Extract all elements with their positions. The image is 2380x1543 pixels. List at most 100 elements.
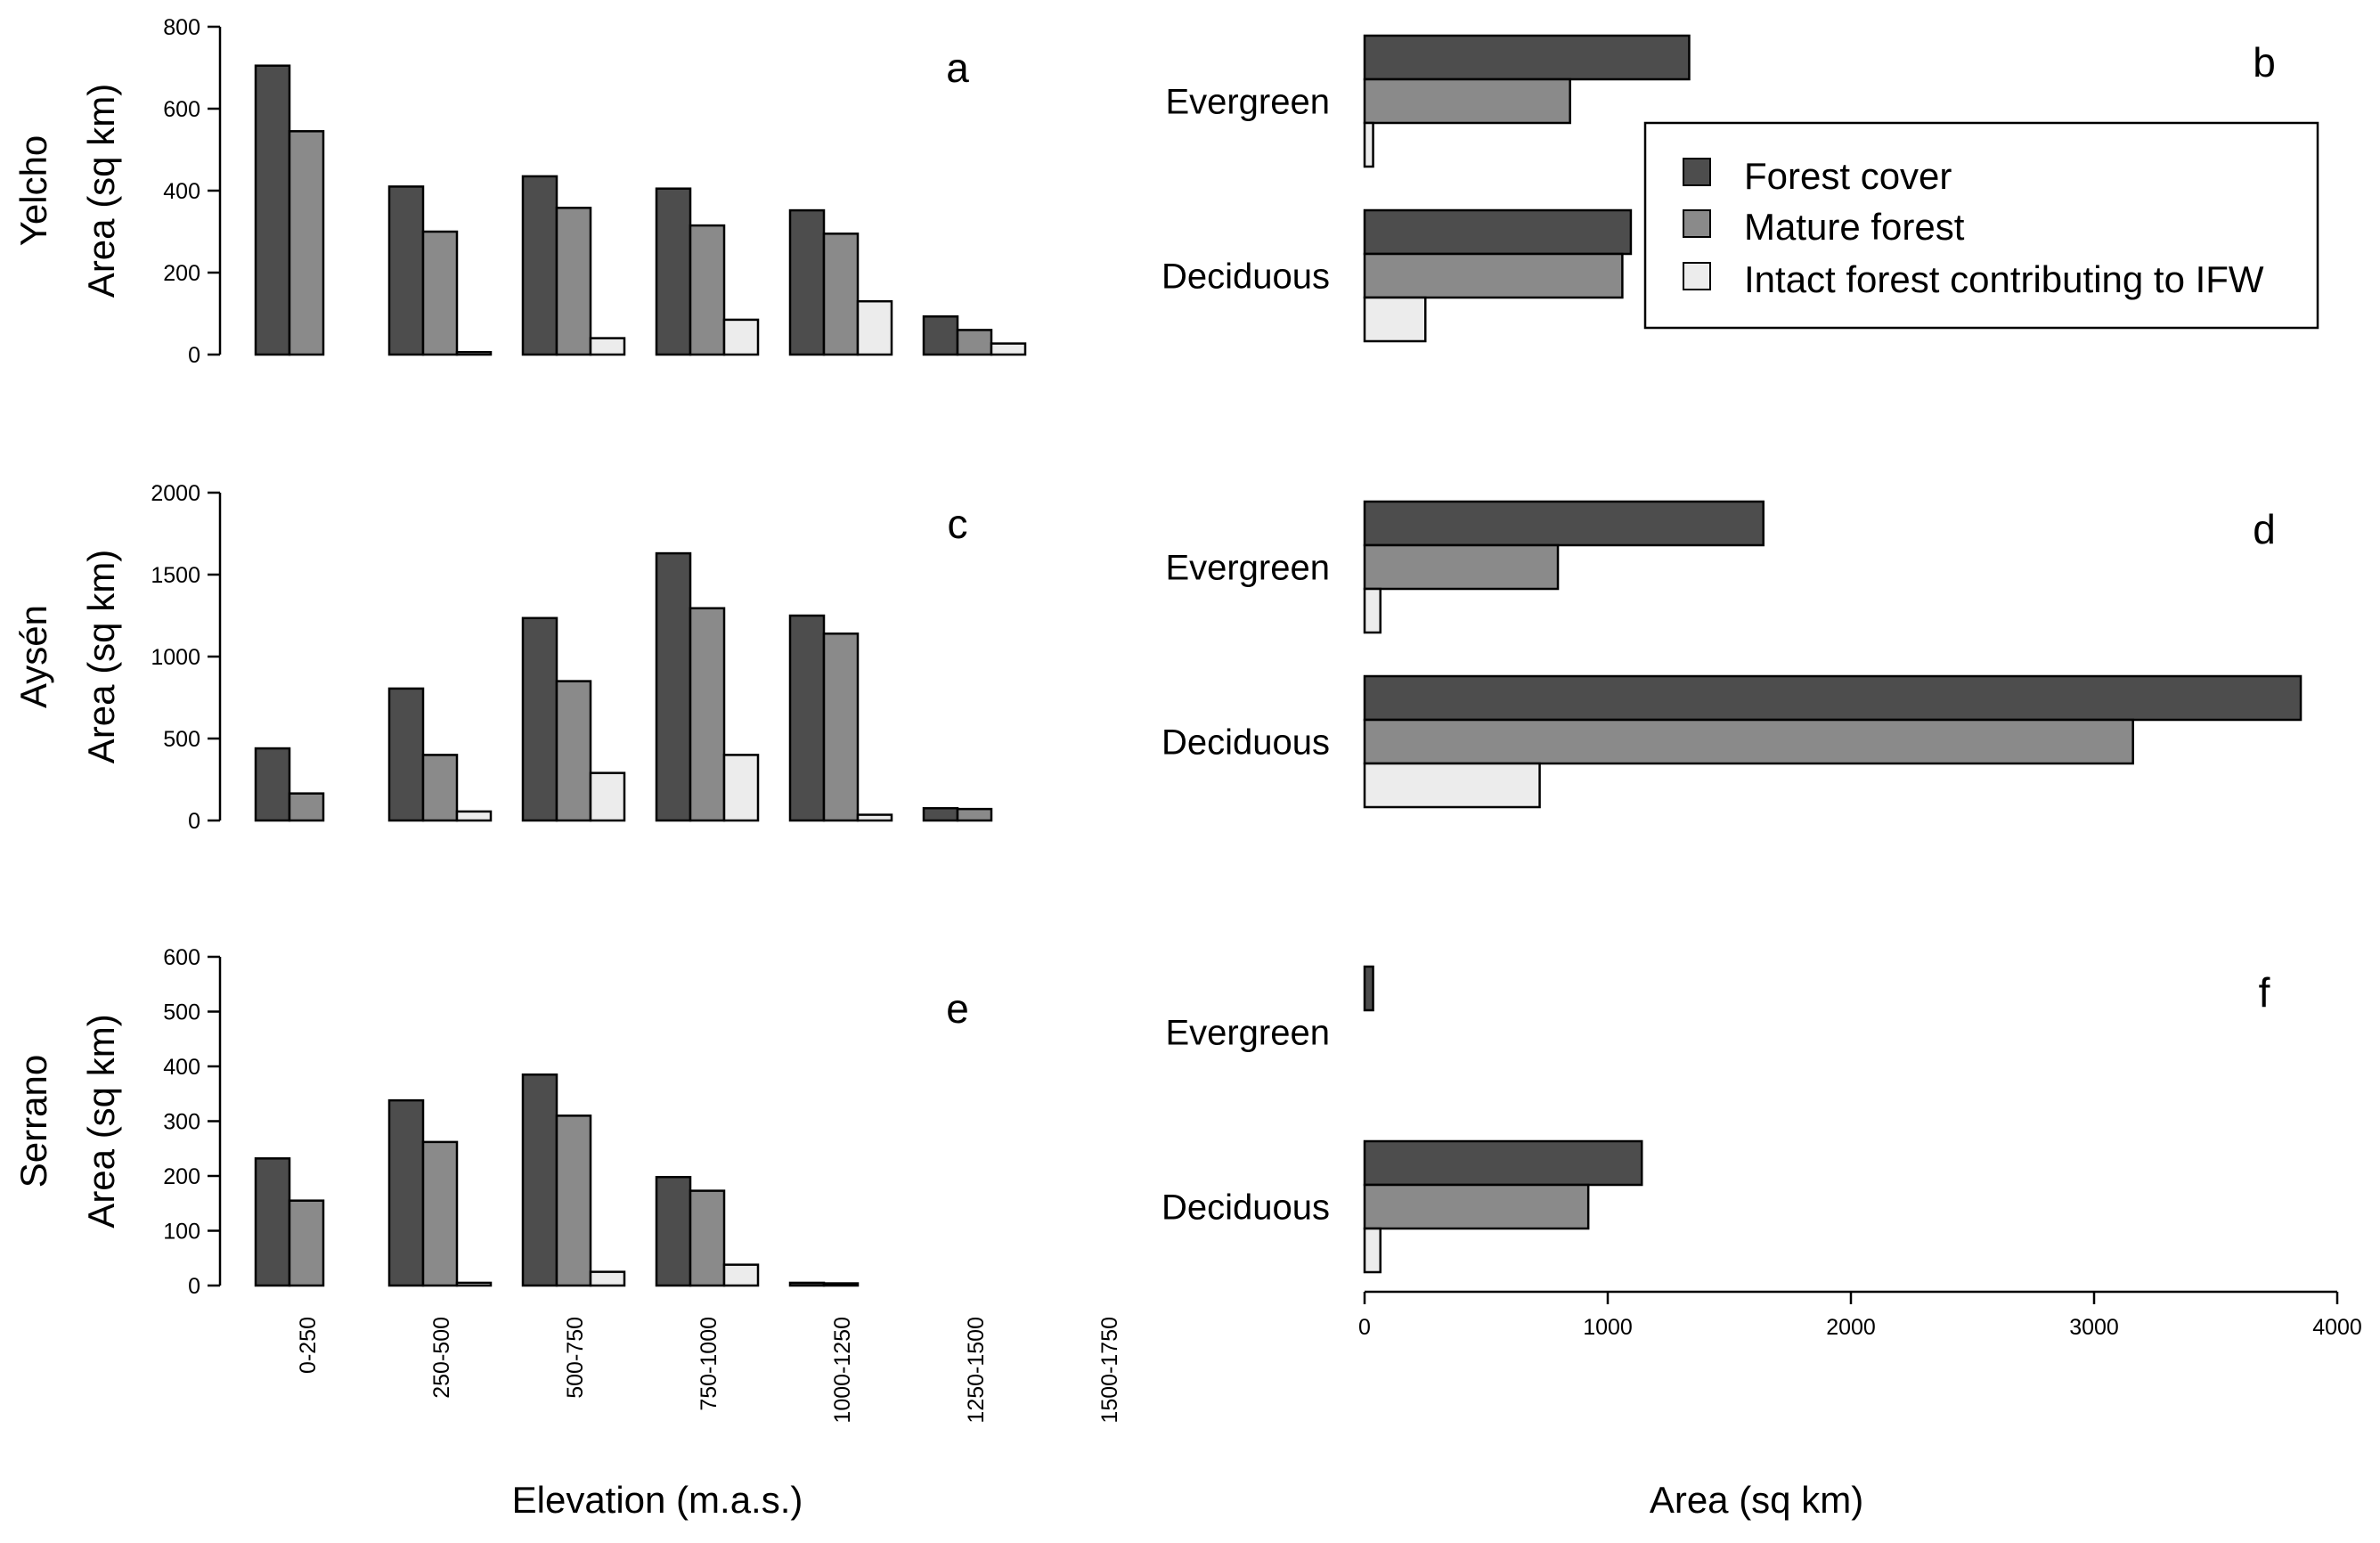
bar-a-1250-1500-0	[922, 314, 959, 356]
category-label-f-Deciduous: Deciduous	[1161, 1188, 1330, 1228]
y-tick-label-e-0: 0	[188, 1274, 200, 1299]
y-tick-label-a-200: 200	[163, 261, 200, 286]
bar-c-250-500-1	[421, 754, 459, 822]
bar-a-0-250-1	[288, 130, 325, 356]
bar-c-500-750-2	[589, 772, 626, 822]
bar-a-500-750-0	[521, 175, 558, 356]
category-label-d-Deciduous: Deciduous	[1161, 723, 1330, 763]
y-tick-label-c-500: 500	[163, 727, 200, 752]
y-axis-title-c: Area (sq km)	[80, 550, 122, 763]
bar-c-250-500-0	[387, 687, 425, 822]
bar-b-Evergreen-2	[1363, 121, 1374, 168]
panel-letter-d: d	[2253, 506, 2276, 552]
x-axis-title-area: Area (sq km)	[1650, 1479, 1863, 1521]
x-tick-label-area-2000: 2000	[1826, 1315, 1876, 1340]
x-tick-label-area-3000: 3000	[2069, 1315, 2119, 1340]
bar-f-Deciduous-0	[1363, 1139, 1643, 1187]
bar-c-750-1000-2	[722, 754, 760, 822]
legend: Forest cover Mature forest Intact forest…	[1643, 121, 2319, 330]
bar-b-Deciduous-2	[1363, 296, 1427, 343]
bar-e-500-750-2	[589, 1270, 626, 1287]
bar-e-750-1000-1	[689, 1189, 726, 1287]
bar-a-1000-1250-0	[788, 208, 826, 356]
bar-e-250-500-2	[455, 1281, 493, 1287]
bar-d-Deciduous-0	[1363, 674, 2303, 722]
y-axis-title-a: Area (sq km)	[80, 84, 122, 298]
region-label-e: Serrano	[12, 1055, 54, 1188]
bar-d-Deciduous-2	[1363, 762, 1541, 809]
y-tick-label-c-1000: 1000	[151, 645, 200, 670]
bar-a-750-1000-0	[655, 187, 692, 356]
bar-e-500-750-0	[521, 1073, 558, 1287]
region-label-c: Aysén	[12, 605, 54, 708]
y-tick-label-c-0: 0	[188, 809, 200, 834]
x-axis-title-elevation: Elevation (m.a.s.)	[512, 1479, 803, 1521]
bar-f-Deciduous-2	[1363, 1227, 1382, 1274]
y-tick-label-e-300: 300	[163, 1110, 200, 1135]
bar-e-750-1000-2	[722, 1263, 760, 1287]
bar-d-Evergreen-1	[1363, 543, 1560, 591]
bar-e-0-250-0	[254, 1157, 291, 1287]
x-tick-label-elevation-1500-1750: 1500-1750	[1097, 1317, 1122, 1424]
bar-e-250-500-1	[421, 1140, 459, 1287]
legend-box	[1643, 121, 2319, 330]
bar-c-750-1000-0	[655, 551, 692, 822]
x-tick-label-elevation-1250-1500: 1250-1500	[964, 1317, 989, 1424]
bar-c-0-250-0	[254, 747, 291, 822]
bar-d-Deciduous-1	[1363, 718, 2134, 765]
y-tick-label-e-500: 500	[163, 1000, 200, 1025]
legend-swatch-mature-forest	[1683, 209, 1711, 238]
bar-b-Evergreen-1	[1363, 78, 1571, 125]
category-label-d-Evergreen: Evergreen	[1165, 549, 1330, 588]
bar-a-750-1000-2	[722, 318, 760, 356]
bar-a-500-750-1	[555, 207, 592, 356]
y-tick-label-e-600: 600	[163, 945, 200, 970]
bar-f-Deciduous-1	[1363, 1183, 1590, 1230]
region-label-a: Yelcho	[12, 135, 54, 247]
bar-a-250-500-1	[421, 230, 459, 356]
y-tick-label-c-2000: 2000	[151, 481, 200, 506]
bar-e-750-1000-0	[655, 1175, 692, 1287]
category-label-f-Evergreen: Evergreen	[1165, 1014, 1330, 1053]
y-tick-label-a-400: 400	[163, 179, 200, 204]
bar-c-1250-1500-0	[922, 806, 959, 822]
category-label-b-Evergreen: Evergreen	[1165, 83, 1330, 122]
bar-e-1000-1250-1	[822, 1282, 860, 1287]
bar-a-1250-1500-1	[956, 329, 993, 356]
bar-b-Evergreen-0	[1363, 34, 1691, 81]
panel-letter-f: f	[2259, 969, 2270, 1016]
bar-c-0-250-1	[288, 792, 325, 822]
panel-letter-c: c	[948, 501, 968, 547]
bar-c-250-500-2	[455, 810, 493, 822]
bar-c-1000-1250-0	[788, 614, 826, 822]
panel-letter-a: a	[946, 45, 969, 91]
bar-c-750-1000-1	[689, 607, 726, 822]
bar-e-500-750-1	[555, 1114, 592, 1287]
bar-a-1000-1250-2	[856, 299, 893, 356]
bar-c-500-750-0	[521, 616, 558, 822]
bar-a-1250-1500-2	[990, 342, 1027, 356]
bar-a-750-1000-1	[689, 224, 726, 356]
x-tick-label-elevation-0-250: 0-250	[296, 1317, 321, 1374]
y-tick-label-a-0: 0	[188, 343, 200, 368]
bar-b-Deciduous-0	[1363, 208, 1633, 256]
bar-e-0-250-1	[288, 1199, 325, 1287]
bar-f-Evergreen-0	[1363, 965, 1374, 1012]
bar-a-250-500-2	[455, 350, 493, 356]
y-tick-label-a-800: 800	[163, 15, 200, 40]
y-tick-label-a-600: 600	[163, 97, 200, 122]
x-tick-label-elevation-1000-1250: 1000-1250	[830, 1317, 855, 1424]
bar-c-1000-1250-1	[822, 632, 860, 822]
y-tick-label-e-100: 100	[163, 1220, 200, 1245]
bar-a-250-500-0	[387, 185, 425, 356]
panel-letter-e: e	[946, 985, 969, 1032]
x-tick-label-elevation-250-500: 250-500	[429, 1317, 454, 1399]
x-tick-label-elevation-500-750: 500-750	[563, 1317, 588, 1399]
legend-swatch-forest-cover	[1683, 158, 1711, 186]
bar-e-250-500-0	[387, 1098, 425, 1287]
category-label-b-Deciduous: Deciduous	[1161, 257, 1330, 297]
legend-label-intact-forest: Intact forest contributing to IFW	[1744, 258, 2264, 300]
bar-d-Evergreen-0	[1363, 500, 1765, 547]
legend-label-forest-cover: Forest cover	[1744, 155, 1952, 197]
